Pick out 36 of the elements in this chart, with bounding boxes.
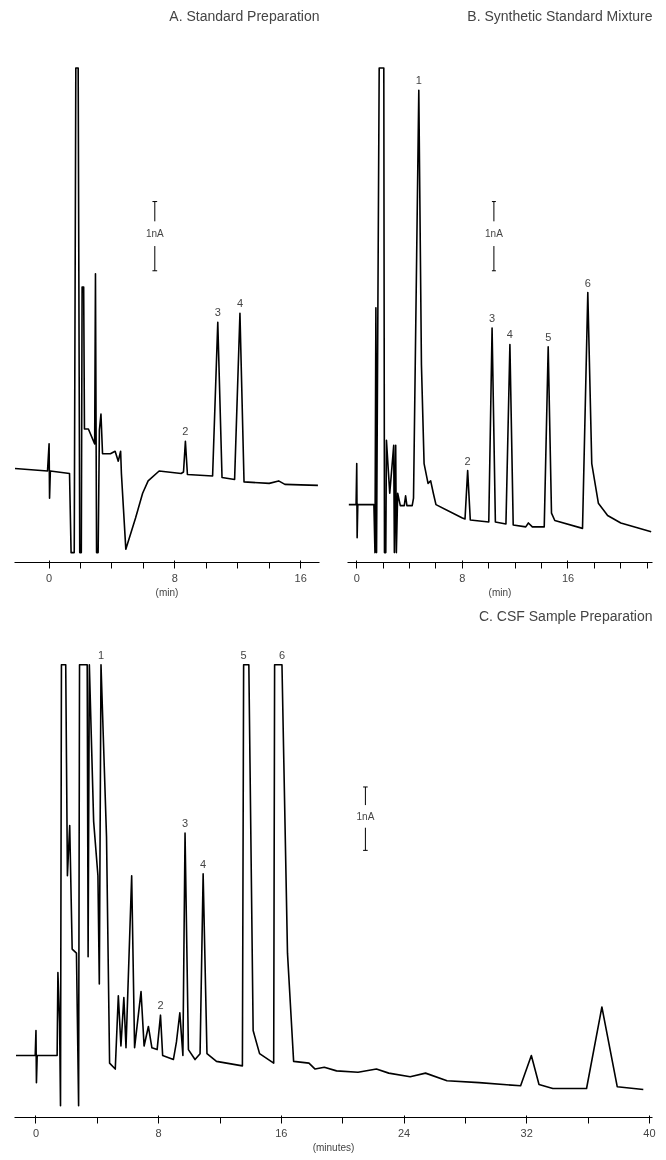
annotation: 2 (157, 999, 164, 1012)
x-tick-label: 40 (643, 1126, 656, 1139)
annotation: 1nA (356, 810, 375, 822)
annotation: 3 (489, 312, 496, 325)
x-axis-title: (minutes) (312, 1141, 355, 1153)
annotation: 1 (415, 74, 422, 87)
x-axis-title: (min) (155, 586, 179, 598)
annotation: 5 (240, 648, 247, 661)
x-tick-label: 16 (294, 571, 307, 584)
annotation: 6 (278, 648, 286, 661)
annotation: 4 (200, 857, 207, 870)
annotation: 3 (181, 817, 189, 830)
x-tick-label: 0 (32, 1126, 40, 1139)
annotation: 6 (584, 276, 591, 289)
x-tick-label: 32 (520, 1126, 533, 1139)
x-tick-label: 16 (561, 571, 575, 584)
annotation: 2 (182, 425, 189, 438)
chart-title: B. Synthetic Standard Mixture (467, 7, 653, 24)
x-tick-label: 0 (46, 571, 53, 584)
x-tick-label: 16 (275, 1126, 288, 1139)
annotation: 2 (464, 454, 471, 467)
chart-title: A. Standard Preparation (169, 7, 320, 24)
x-tick-label: 8 (155, 1126, 162, 1139)
annotation: 4 (236, 297, 244, 310)
annotation: 1nA (145, 228, 165, 240)
chart-title: C. CSF Sample Preparation (478, 607, 653, 624)
annotation: 1nA (485, 228, 504, 240)
annotation: 4 (506, 328, 513, 341)
x-tick-label: 8 (459, 571, 466, 584)
x-tick-label: 8 (171, 571, 178, 584)
annotation: 1 (97, 648, 105, 661)
annotation: 5 (545, 330, 552, 343)
x-axis-title: (min) (488, 586, 512, 598)
x-tick-label: 24 (397, 1126, 411, 1139)
annotation: 3 (214, 306, 221, 319)
x-tick-label: 0 (353, 571, 360, 584)
